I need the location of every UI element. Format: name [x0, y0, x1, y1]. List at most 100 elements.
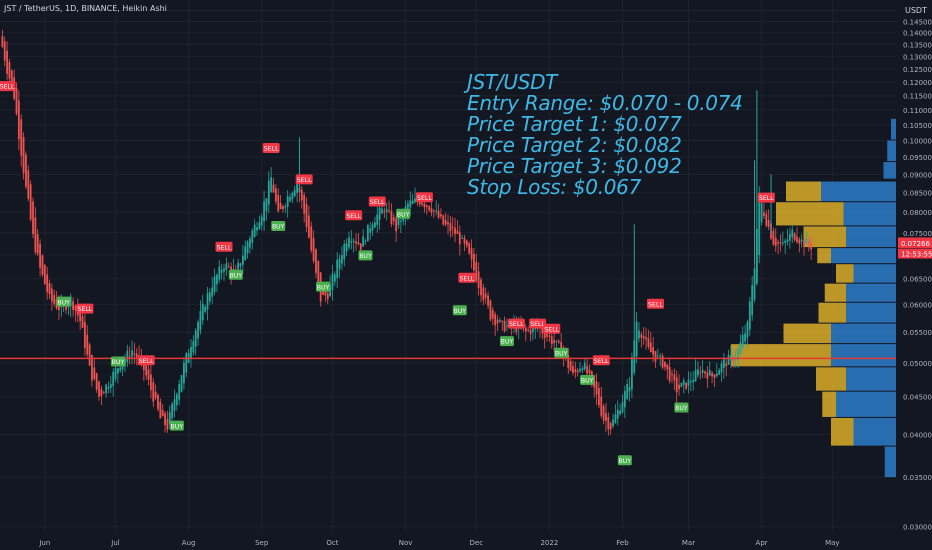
candle	[767, 219, 770, 227]
candle	[437, 210, 440, 218]
candle	[296, 182, 298, 193]
time-tick-label: Apr	[756, 539, 768, 547]
signal-box	[0, 81, 16, 92]
candle	[180, 375, 183, 392]
candle	[270, 177, 273, 193]
buy-signal: BUY	[110, 356, 125, 367]
candle	[784, 240, 787, 243]
candle	[159, 402, 162, 419]
candle	[213, 276, 216, 293]
signal-text: SELL	[264, 146, 279, 153]
candle	[487, 295, 489, 306]
candle	[631, 357, 633, 390]
candle	[711, 372, 713, 377]
volume-profile-bar-down	[831, 248, 896, 264]
signal-text: BUY	[57, 299, 70, 306]
candle	[628, 387, 631, 392]
candle	[178, 384, 181, 400]
candle	[414, 198, 416, 203]
buy-signal: BUY	[580, 374, 595, 385]
annotation-line: Stop Loss: $0.067	[467, 175, 642, 199]
candle	[350, 240, 353, 243]
candle	[355, 241, 357, 244]
candle	[300, 189, 303, 201]
time-axis[interactable]: Jun Jul Aug Sep Oct Nov Dec 2022 Feb Mar Apr May	[38, 539, 839, 547]
candle	[425, 205, 428, 207]
candle	[338, 258, 341, 269]
candle	[157, 395, 159, 410]
candle	[246, 241, 249, 254]
time-tick-label: 2022	[540, 539, 558, 547]
sell-signal: SELL	[0, 81, 16, 92]
buy-signal: BUY	[358, 250, 373, 261]
candle	[286, 196, 289, 207]
candle	[593, 375, 596, 388]
candle	[79, 311, 82, 322]
candle	[48, 283, 51, 294]
candle	[102, 392, 105, 394]
annotation-line: Price Target 1: $0.077	[467, 112, 682, 136]
candle	[114, 368, 117, 379]
candle	[65, 304, 67, 310]
candle	[689, 381, 692, 383]
price-axis[interactable]: 0.03000 0.03500 0.04000 0.04500 0.05000 0.055…	[903, 18, 932, 531]
price-tick-label: 0.13000	[903, 53, 932, 61]
candle	[232, 269, 235, 271]
candle	[725, 363, 728, 366]
sell-signal: SELL	[646, 298, 664, 309]
candle	[666, 364, 669, 370]
candle	[626, 383, 629, 400]
candle	[609, 423, 612, 430]
sell-signal: SELL	[368, 196, 386, 207]
candle	[345, 243, 348, 252]
candle	[649, 342, 652, 353]
candle	[470, 248, 473, 260]
candle	[529, 329, 532, 334]
volume-profile-bar-down	[846, 283, 896, 302]
candle	[595, 381, 598, 395]
candle	[95, 373, 98, 390]
sell-signal: SELL	[215, 241, 233, 252]
candle	[715, 373, 718, 377]
candle	[36, 234, 39, 254]
signal-text: BUY	[581, 378, 594, 385]
candle	[310, 226, 313, 251]
volume-profile-bar-down	[846, 226, 896, 248]
candle	[168, 412, 171, 425]
candle	[135, 353, 138, 358]
candle	[8, 62, 11, 79]
candle	[638, 330, 640, 339]
signal-text: SELL	[648, 301, 663, 308]
candle	[133, 353, 136, 355]
candle	[98, 381, 100, 397]
candle	[647, 338, 650, 347]
candle	[105, 384, 108, 394]
price-tick-label: 0.04500	[903, 394, 932, 402]
candle	[383, 211, 386, 213]
candle	[81, 316, 84, 328]
candle	[390, 210, 393, 224]
signal-text: SELL	[459, 275, 474, 282]
price-badge-bg	[898, 248, 932, 259]
candle	[755, 228, 758, 284]
volume-profile-bar-down	[853, 417, 896, 446]
candle	[527, 329, 530, 331]
time-tick-label: Oct	[326, 539, 338, 547]
signal-box	[137, 355, 155, 366]
candle	[550, 336, 553, 345]
sell-signal: SELL	[757, 192, 775, 203]
candle	[190, 347, 192, 359]
price-tick-label: 0.04000	[903, 431, 932, 439]
candle	[251, 230, 254, 243]
price-badge-text: 12:53:55	[901, 251, 932, 259]
candle	[465, 240, 468, 246]
chart-header[interactable]: JST / TetherUS, 1D, BINANCE, Heikin Ashi	[4, 4, 167, 13]
candle	[199, 310, 202, 331]
candle	[598, 387, 600, 406]
candle	[17, 100, 20, 140]
volume-profile-bar-up	[836, 264, 854, 283]
candle	[194, 330, 197, 347]
candle	[397, 218, 400, 226]
candle	[496, 319, 499, 324]
